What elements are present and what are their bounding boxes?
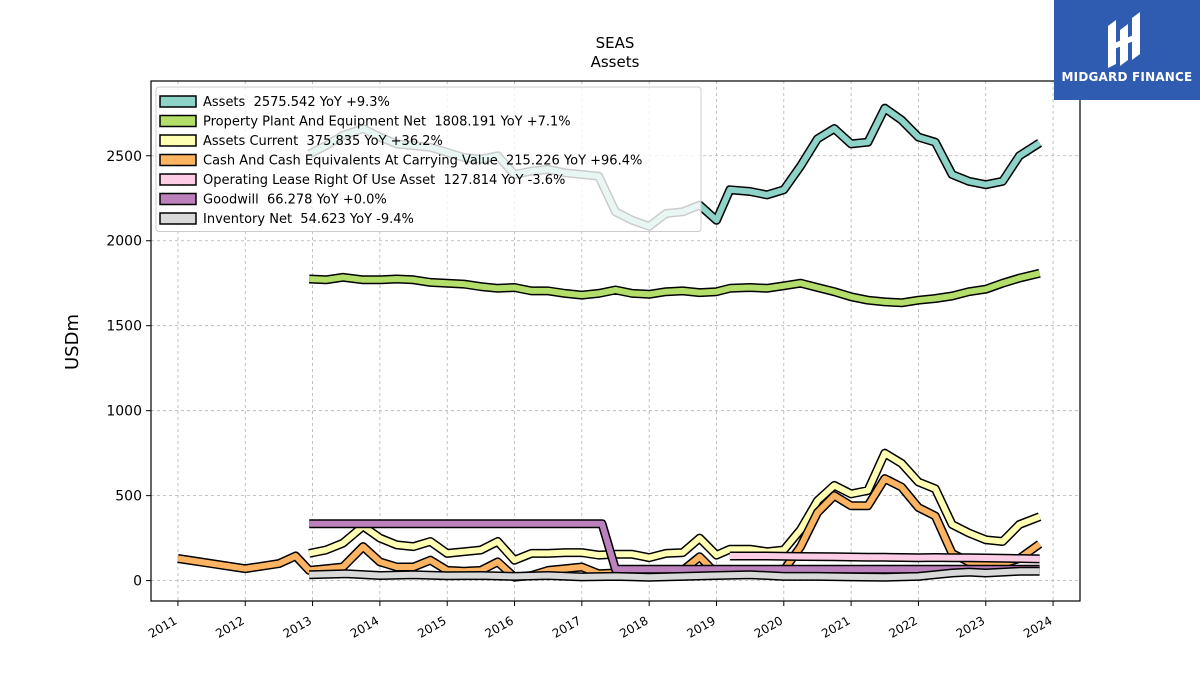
x-tick-label: 2017 [550,613,583,640]
chart-title: SEAS [596,34,635,52]
legend-swatch [159,153,197,167]
brand-logo: MIDGARD FINANCE [1054,0,1200,100]
legend-box [155,86,702,232]
x-tick-label: 2021 [819,613,852,640]
legend-swatch [159,212,197,225]
series-stroke [309,520,1040,573]
y-axis-label: USDm [62,314,83,370]
legend-swatch [159,95,197,108]
series-line [309,519,1040,574]
series-stroke [729,553,1040,562]
x-tick-label: 2018 [617,613,650,640]
series-line [309,566,1040,582]
x-tick-label: 2023 [954,613,987,640]
x-tick-label: 2024 [1021,613,1054,640]
y-tick-label: 1000 [106,404,142,420]
series-stroke [308,450,1041,564]
logo-text: MIDGARD FINANCE [1061,70,1193,84]
series-line [177,474,1043,582]
x-tick-label: 2011 [146,613,179,640]
legend-swatch [159,134,197,147]
y-tick-label: 1500 [106,319,142,335]
x-tick-label: 2015 [415,613,448,640]
legend-label: Inventory Net 54.623 YoY -9.4% [203,212,414,227]
legend-swatch [159,114,197,128]
x-tick-label: 2022 [886,613,919,640]
plot-frame [150,80,1081,602]
series-stroke [309,568,1040,581]
midgard-logo-icon [1108,12,1140,68]
series-stroke [309,270,1041,306]
x-tick-label: 2019 [685,613,718,640]
legend-label: Cash And Cash Equivalents At Carrying Va… [203,154,642,169]
x-tick-label: 2014 [348,613,381,640]
legend-label: Property Plant And Equipment Net 1808.19… [203,115,571,130]
legend-swatch [159,192,197,206]
y-tick-label: 2000 [106,234,142,250]
series-line [729,551,1040,564]
legend-label: Operating Lease Right Of Use Asset 127.8… [203,173,565,188]
series-line [308,268,1041,308]
legend: Assets 2575.542 YoY +9.3% Property Plant … [155,86,702,232]
legend-label: Goodwill 66.278 YoY +0.0% [203,193,387,208]
y-tick-label: 2500 [106,149,142,165]
x-tick-label: 2013 [281,613,314,640]
x-tick-label: 2020 [752,613,785,640]
legend-label: Assets 2575.542 YoY +9.3% [203,95,390,110]
x-tick-label: 2012 [213,613,246,640]
series-line [308,448,1042,565]
chart-subtitle: Assets [591,53,640,71]
legend-swatch [159,173,197,186]
y-tick-label: 500 [115,489,142,505]
x-tick-label: 2016 [483,613,516,640]
legend-label: Assets Current 375.835 YoY +36.2% [203,134,443,149]
y-tick-label: 0 [133,574,142,590]
